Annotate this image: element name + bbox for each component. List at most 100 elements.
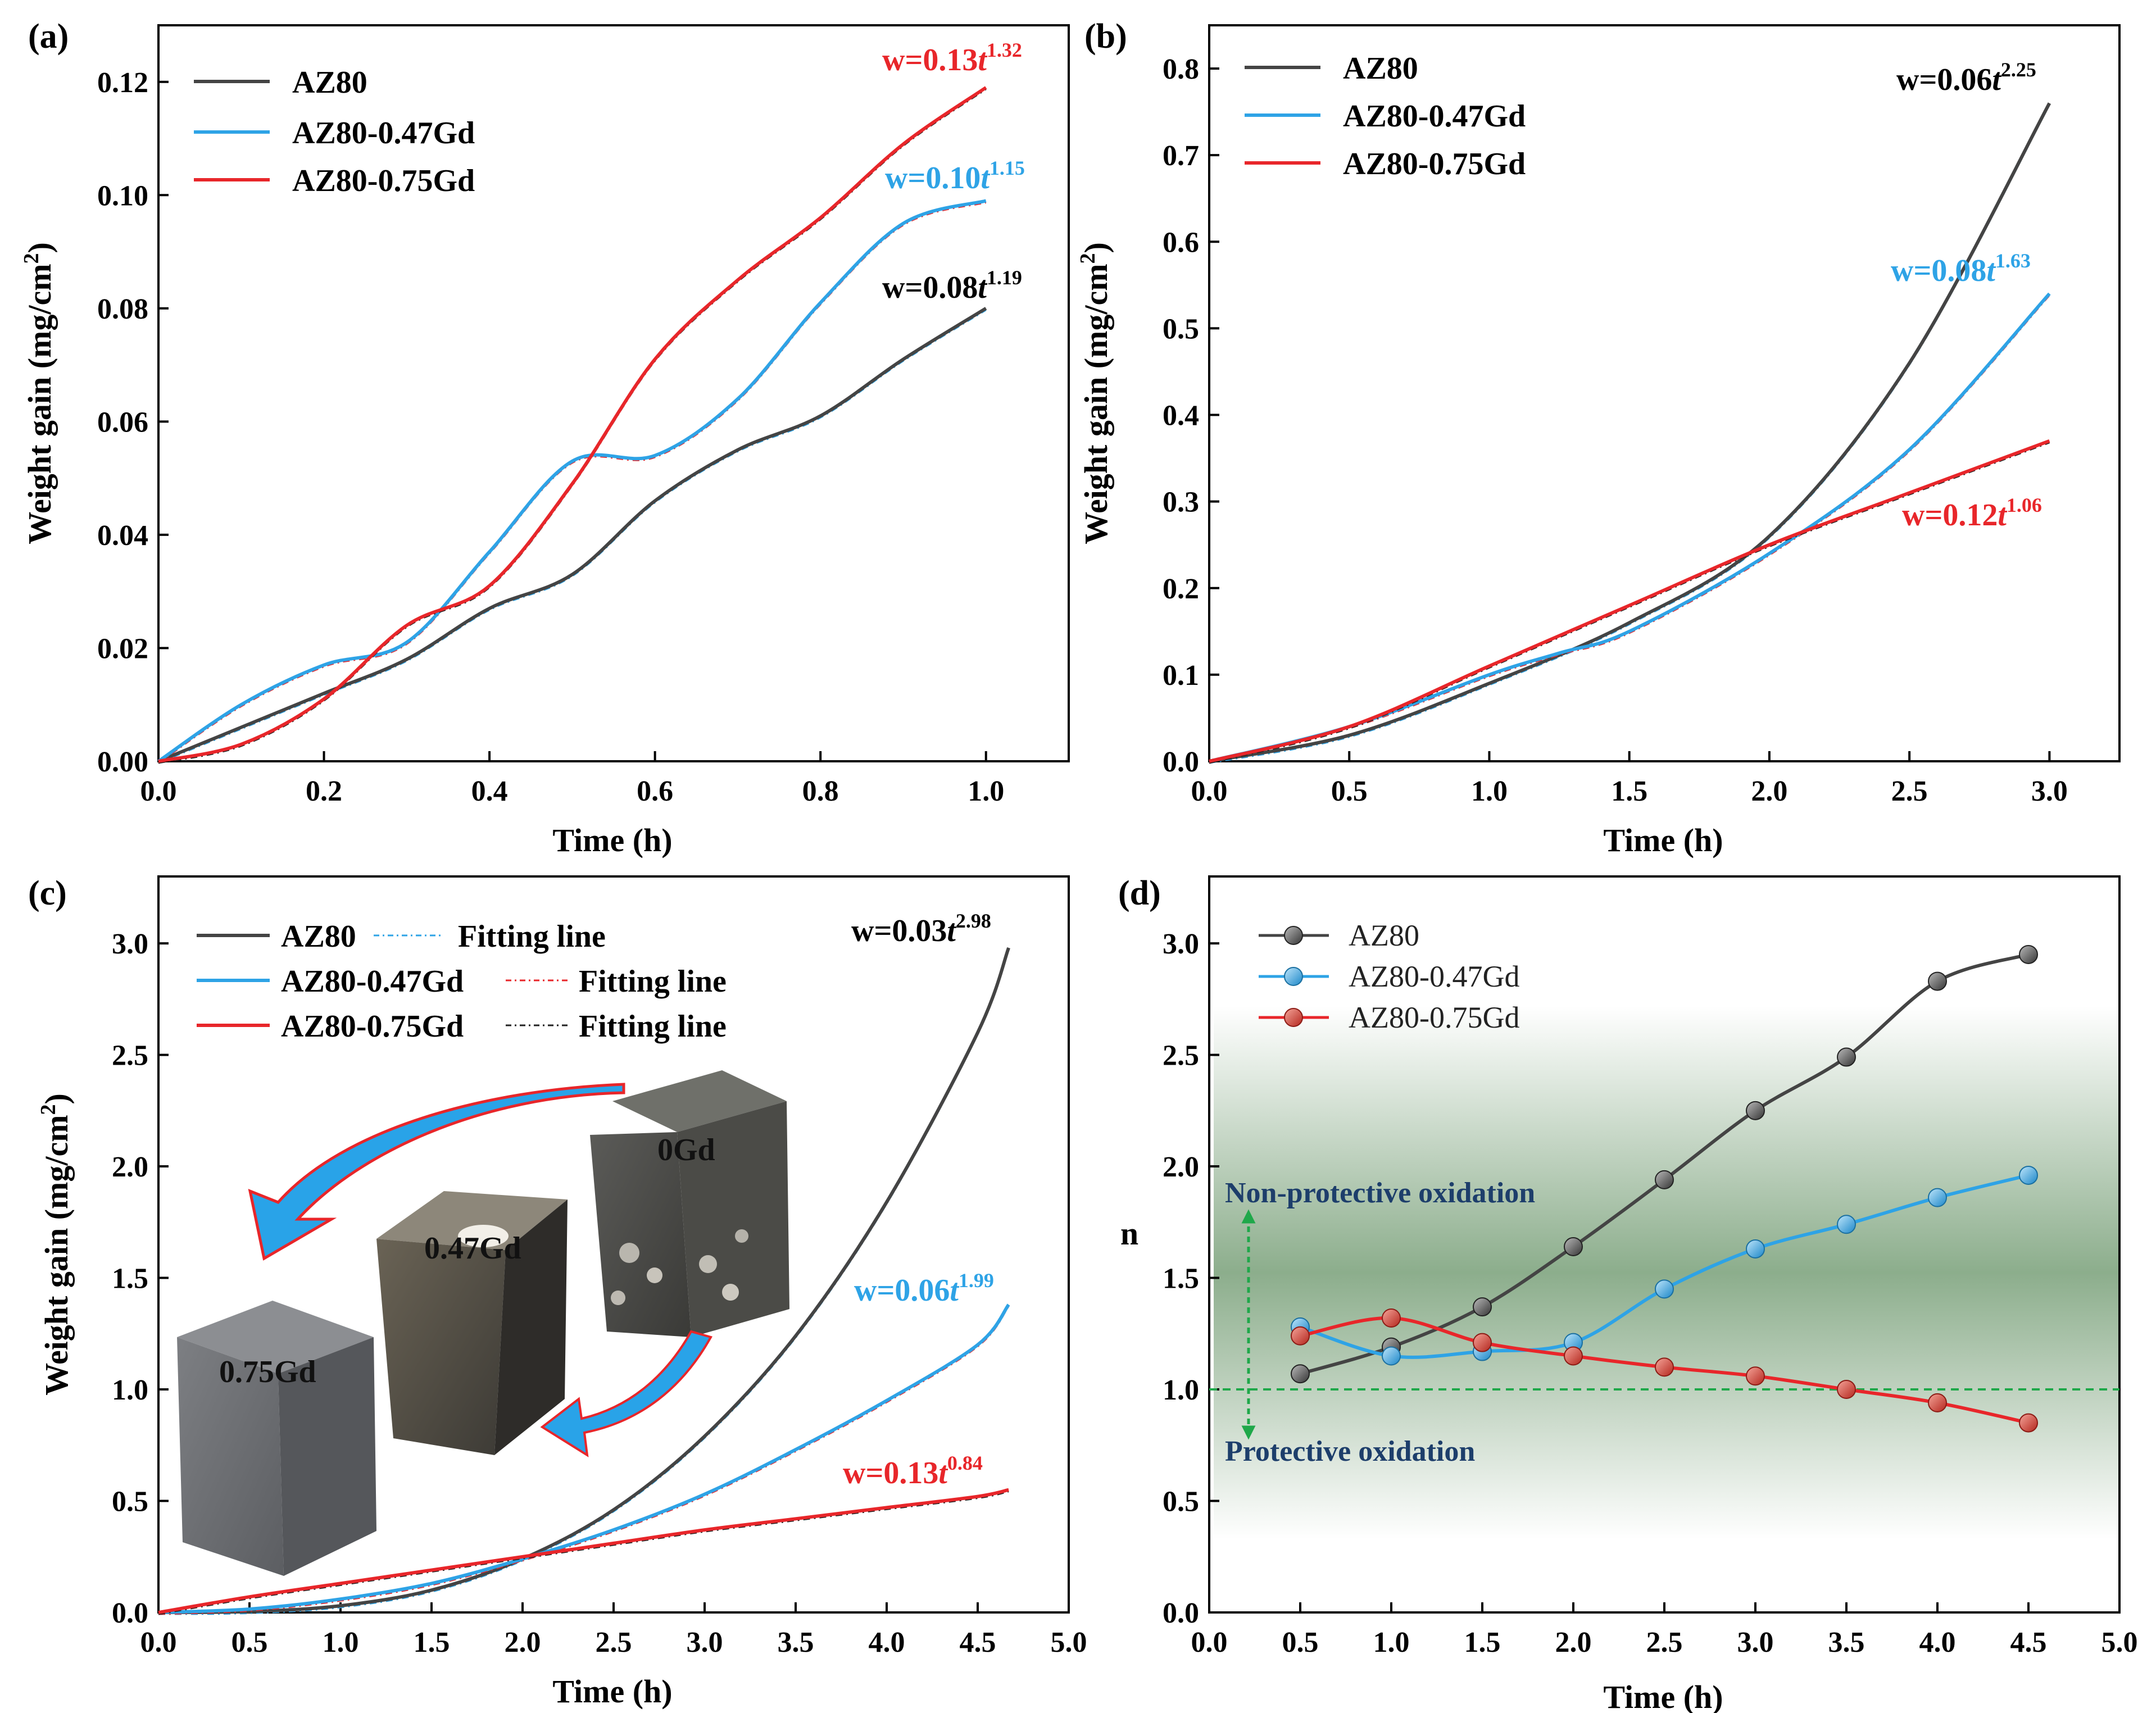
panel-b-ytick-label: 0.6 [1163, 226, 1199, 258]
panel-b: (b) 0.0 0.5 1.0 1.5 2.0 2.5 3.0 0.0 0.1 0.2 0.3 0.4… [1076, 17, 2121, 858]
panel-a-fit-az80 [158, 309, 987, 764]
panel-b-ytick-label: 0.0 [1163, 746, 1199, 778]
panel-b-xtick-label: 2.0 [1751, 775, 1787, 807]
panel-c-label: (c) [28, 874, 67, 912]
panel-b-ytick-label: 0.2 [1163, 573, 1199, 605]
panel-c-xtick-label: 5.0 [1051, 1626, 1087, 1659]
panel-b-fit-075gd [1209, 442, 2050, 764]
panel-b-xtick-label: 2.5 [1891, 775, 1928, 807]
panel-a-eq-az80: w=0.08t1.19 [882, 266, 1022, 305]
panel-c-xtick-label: 2.5 [596, 1626, 632, 1659]
panel-d-ticks: 0.0 0.5 1.0 1.5 2.0 2.5 3.0 3.5 4.0 4.5 5.0 0.0 0.5 1… [1163, 928, 2138, 1659]
panel-d-label: (d) [1118, 874, 1161, 912]
panel-c-ytick-label: 1.5 [112, 1263, 148, 1295]
panel-d-xlabel: Time (h) [1603, 1679, 1723, 1713]
panel-b-eq-az80: w=0.06t2.25 [1896, 58, 2036, 97]
panel-c-xtick-label: 4.5 [960, 1626, 996, 1659]
panel-d-point-az80 [1837, 1047, 1856, 1067]
panel-d-point-047gd [1655, 1279, 1674, 1299]
panel-d-ytick-label: 0.5 [1163, 1486, 1199, 1518]
panel-c-line-075gd [158, 1488, 1009, 1614]
panel-d-point-075gd [2019, 1413, 2038, 1433]
panel-a-fit-075gd [158, 88, 987, 764]
panel-a-ytick-label: 0.04 [97, 520, 148, 552]
panel-a-series [157, 86, 987, 764]
panel-d-point-075gd [1746, 1366, 1765, 1386]
panel-d-point-az80 [2019, 944, 2038, 964]
panel-a-ytick-label: 0.10 [97, 180, 148, 212]
panel-c-xtick-label: 1.0 [323, 1626, 359, 1659]
panel-d-legend-047: AZ80-0.47Gd [1349, 960, 1519, 993]
cube-0gd: 0Gd [590, 1070, 789, 1337]
panel-c-xtick-label: 1.5 [414, 1626, 450, 1659]
panel-d-point-az80 [1473, 1297, 1492, 1317]
panel-b-xlabel: Time (h) [1603, 822, 1723, 858]
panel-d-point-075gd [1473, 1333, 1492, 1352]
panel-c-ticks: 0.0 0.5 1.0 1.5 2.0 2.5 3.0 3.5 4.0 4.5 5.0 0.0 0.5 1… [112, 928, 1087, 1659]
panel-d-point-075gd [1291, 1326, 1310, 1346]
panel-a-xtick-label: 0.0 [140, 775, 177, 807]
panel-b-legend: AZ80 AZ80-0.47Gd AZ80-0.75Gd [1245, 51, 1526, 181]
panel-a-xtick-label: 0.4 [471, 775, 508, 807]
panel-b-ytick-label: 0.5 [1163, 313, 1199, 345]
panel-d-point-075gd [1837, 1380, 1856, 1400]
panel-c-eq-047: w=0.06t1.99 [854, 1269, 994, 1308]
panel-c-eq-075: w=0.13t0.84 [843, 1452, 983, 1491]
panel-c-legend-047: AZ80-0.47Gd [281, 964, 464, 999]
panel-a-xlabel: Time (h) [552, 822, 672, 858]
panel-d-ytick-label: 1.5 [1163, 1263, 1199, 1295]
panel-c-xtick-label: 4.0 [869, 1626, 905, 1659]
panel-c-xlabel: Time (h) [552, 1673, 672, 1710]
panel-b-ticks: 0.0 0.5 1.0 1.5 2.0 2.5 3.0 0.0 0.1 0.2 0.3 0.4 0.5 0… [1163, 53, 2068, 807]
panel-d-xtick-label: 1.0 [1373, 1626, 1410, 1659]
panel-d-xtick-label: 4.5 [2010, 1626, 2047, 1659]
panel-b-ylabel: Weight gain (mg/cm2) [1076, 242, 1114, 544]
cube-047gd-label: 0.47Gd [424, 1231, 521, 1266]
panel-a-legend-az80: AZ80 [292, 65, 367, 100]
panel-d-xtick-label: 1.5 [1464, 1626, 1501, 1659]
panel-d-series [1209, 944, 2119, 1433]
panel-c-legend-075: AZ80-0.75Gd [281, 1009, 464, 1044]
panel-d-point-075gd [1655, 1357, 1674, 1377]
big-arrow-icon [248, 1083, 625, 1261]
panel-d-point-075gd [1928, 1393, 1947, 1412]
panel-a-ytick-label: 0.00 [97, 746, 148, 778]
panel-c-legend-az80: AZ80 [281, 919, 356, 954]
panel-d-point-az80 [1655, 1170, 1674, 1189]
panel-d: (d) 0.0 0.5 1.0 1.5 2.0 2.5 3.0 3.5 4.0 4.5 5.00.0… [1118, 874, 2138, 1713]
panel-b-eq-047: w=0.08t1.63 [1891, 249, 2031, 288]
panel-d-point-075gd [1564, 1346, 1583, 1366]
panel-d-ytick-label: 0.0 [1163, 1597, 1199, 1629]
panel-d-legend-marker-az80 [1284, 926, 1303, 945]
panel-c: (c) 0.0 0.5 1.0 1.5 2.0 2.5 3.0 3.5 4.0 4.5 5.00.0… [28, 874, 1087, 1710]
panel-a-line-az80 [157, 307, 987, 763]
panel-d-point-az80 [1564, 1237, 1583, 1256]
panel-a: (a) 0.0 0.2 0.4 0.6 0.8 1.00.000.020.040.060.… [20, 17, 1070, 858]
panel-a-legend: AZ80 AZ80-0.47Gd AZ80-0.75Gd [194, 65, 475, 198]
panel-a-xtick-label: 1.0 [968, 775, 1004, 807]
panel-b-ytick-label: 0.7 [1163, 140, 1199, 172]
panel-a-frame [157, 24, 1070, 762]
panel-d-ylabel: n [1120, 1215, 1138, 1252]
panel-a-xtick-label: 0.8 [802, 775, 839, 807]
small-arrow-icon [540, 1330, 712, 1457]
panel-d-legend-075: AZ80-0.75Gd [1349, 1001, 1519, 1034]
panel-b-eq-075: w=0.12t1.06 [1902, 494, 2042, 533]
panel-b-ytick-label: 0.3 [1163, 487, 1199, 519]
panel-a-xtick-label: 0.2 [306, 775, 342, 807]
panel-b-line-az80 [1209, 102, 2051, 763]
panel-b-xtick-label: 3.0 [2031, 775, 2068, 807]
panel-d-point-047gd [1837, 1215, 1856, 1234]
panel-c-eq-az80: w=0.03t2.98 [851, 910, 991, 948]
panel-c-line-047gd [158, 1303, 1010, 1614]
panel-d-region-lower: Protective oxidation [1225, 1435, 1475, 1467]
panel-c-ylabel: Weight gain (mg/cm2) [37, 1093, 75, 1396]
panel-c-ytick-label: 3.0 [112, 928, 148, 960]
panel-c-line-az80 [158, 947, 1010, 1614]
panel-b-ytick-label: 0.8 [1163, 53, 1199, 85]
panel-b-line-075gd [1209, 439, 2050, 763]
panel-d-xtick-label: 2.0 [1555, 1626, 1592, 1659]
panel-c-ytick-label: 2.5 [112, 1040, 148, 1072]
panel-b-xtick-label: 1.0 [1471, 775, 1508, 807]
panel-a-eq-047: w=0.10t1.15 [885, 157, 1025, 196]
